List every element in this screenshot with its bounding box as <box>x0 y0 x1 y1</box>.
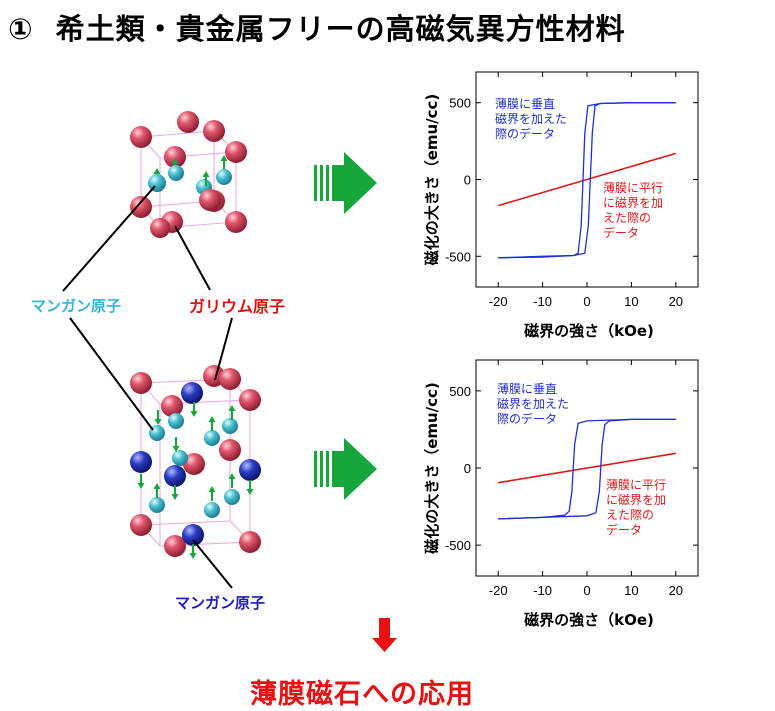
spin-arrow <box>153 483 161 498</box>
x-tick-label: 10 <box>624 583 638 598</box>
gallium-atom <box>177 111 199 133</box>
gallium-atom <box>219 439 241 461</box>
spin-arrow <box>208 416 216 431</box>
gallium-atom <box>203 120 225 142</box>
gallium-atom <box>199 189 221 211</box>
spin-arrow <box>137 474 145 489</box>
y-tick-label: 0 <box>464 173 471 188</box>
gallium-atom <box>239 389 261 411</box>
y-axis-label: 磁化の大きさ（emu/cc) <box>423 94 441 266</box>
spin-arrow <box>171 485 179 500</box>
manganese-atom <box>182 524 204 546</box>
manganese-atom <box>204 502 220 518</box>
spin-arrow <box>202 171 210 186</box>
y-tick-label: -500 <box>445 249 471 264</box>
crystal-structure-bottom <box>130 365 261 559</box>
spin-arrow <box>228 473 236 488</box>
manganese-atom <box>224 489 240 505</box>
y-tick-label: 0 <box>464 461 471 476</box>
x-tick-label: -10 <box>533 294 552 309</box>
title-number: ① <box>8 12 34 46</box>
spin-arrow <box>154 410 162 425</box>
application-arrow <box>372 618 397 652</box>
x-tick-label: -10 <box>533 583 552 598</box>
gallium-atom <box>130 126 152 148</box>
spin-arrow <box>172 437 180 452</box>
x-tick-label: -20 <box>489 583 508 598</box>
gallium-atom <box>219 368 241 390</box>
gallium-atom <box>130 196 152 218</box>
manganese-atom <box>239 459 261 481</box>
manganese-atom <box>216 169 232 185</box>
manganese-atom <box>149 497 165 513</box>
gallium-atom <box>183 453 205 475</box>
manganese-atom <box>168 413 184 429</box>
y-tick-label: -500 <box>445 538 471 553</box>
label-gallium: ガリウム原子 <box>189 297 286 316</box>
manganese-atom <box>181 382 203 404</box>
x-tick-label: -20 <box>489 294 508 309</box>
application-caption: 薄膜磁石への応用 <box>250 679 474 710</box>
parallel-field-series <box>497 152 677 207</box>
label-leader-lines <box>62 185 233 589</box>
label-manganese-bottom: マンガン原子 <box>175 594 266 612</box>
gallium-atom <box>130 514 152 536</box>
arrow-right-top <box>314 152 377 214</box>
arrow-right-bottom <box>314 438 377 500</box>
perpendicular-field-series-ascending <box>498 102 676 259</box>
manganese-atom <box>148 174 166 192</box>
manganese-atom <box>164 465 186 487</box>
spin-arrow <box>246 480 254 495</box>
gallium-atom <box>164 146 186 168</box>
gallium-atom <box>225 141 247 163</box>
spin-arrow <box>228 405 236 420</box>
manganese-atom <box>168 165 184 181</box>
spin-arrow <box>190 402 198 417</box>
x-axis-label: 磁界の強さ（kOe) <box>524 611 654 629</box>
perpendicular-field-series-ascending <box>498 418 676 520</box>
spin-arrow <box>189 544 197 559</box>
chart-bottom: -20 -10 0 10 20 500 0 -500 磁界の強さ（kOe) 磁化の大きさ（emu/… <box>423 359 699 629</box>
annotation-perpendicular-top: 薄膜に垂直 磁界を加えた 際のデータ <box>495 97 568 141</box>
gallium-atom <box>150 218 170 238</box>
spin-arrow <box>220 155 228 170</box>
manganese-atom <box>204 430 220 446</box>
y-tick-label: 500 <box>449 96 471 111</box>
annotation-perpendicular-bottom: 薄膜に垂直 磁界を加えた 際のデータ <box>497 382 570 426</box>
gallium-atom <box>225 211 247 233</box>
annotation-parallel-top: 薄膜に平行 に磁界を加 えた際の データ <box>603 181 664 240</box>
annotation-parallel-bottom: 薄膜に平行 に磁界を加 えた際の データ <box>606 478 667 537</box>
x-tick-label: 20 <box>669 583 683 598</box>
label-manganese-top: マンガン原子 <box>31 297 122 315</box>
manganese-atom <box>172 450 188 466</box>
chart-top: -20 -10 0 10 20 500 0 -500 磁界の強さ（kOe) 磁化の大きさ（emu/… <box>423 71 699 340</box>
x-tick-label: 10 <box>624 294 638 309</box>
gallium-atom <box>130 372 152 394</box>
gallium-atom <box>161 395 183 417</box>
x-tick-label: 0 <box>583 583 590 598</box>
x-axis-label: 磁界の強さ（kOe) <box>524 322 654 340</box>
crystal-structure-top <box>130 111 247 238</box>
gallium-atom <box>239 531 261 553</box>
x-tick-label: 20 <box>669 294 683 309</box>
manganese-atom <box>130 451 152 473</box>
y-tick-label: 500 <box>449 384 471 399</box>
title-text: 希土類・貴金属フリーの高磁気異方性材料 <box>55 12 626 46</box>
manganese-atom <box>222 418 238 434</box>
parallel-field-series <box>498 452 676 484</box>
gallium-atom <box>164 535 186 557</box>
y-axis-label: 磁化の大きさ（emu/cc) <box>423 382 441 554</box>
page-title: ① 希土類・貴金属フリーの高磁気異方性材料 <box>8 6 626 48</box>
spin-arrow <box>208 486 216 501</box>
x-tick-label: 0 <box>583 294 590 309</box>
